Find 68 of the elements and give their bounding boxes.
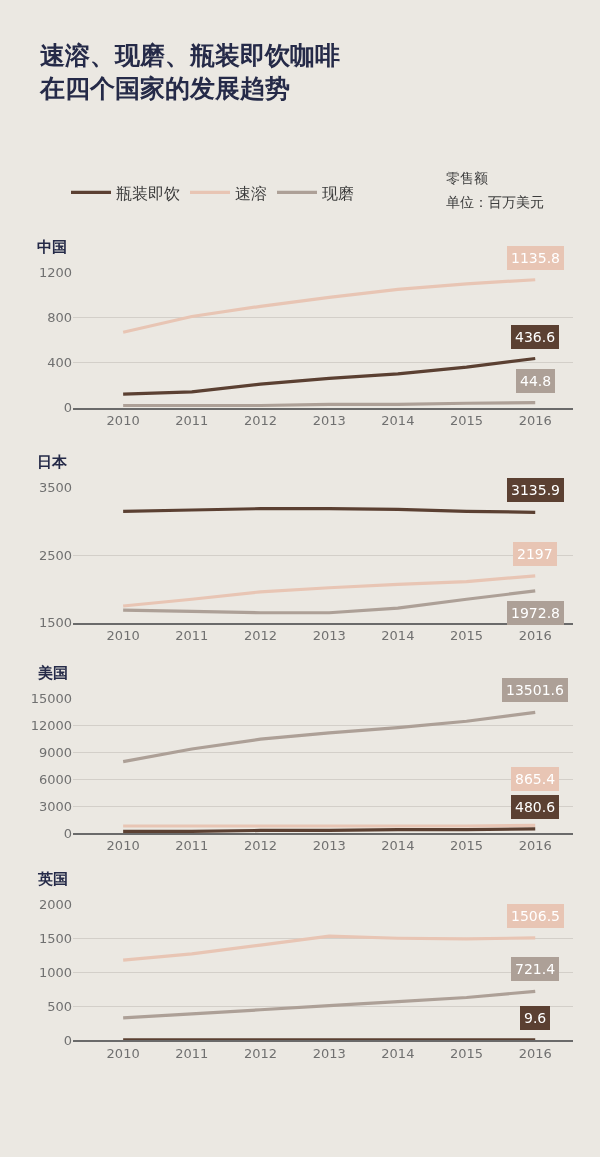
y-tick-label: 400 [47,355,72,371]
text: 零售额 [446,170,488,186]
x-tick-label: 2015 [449,1045,484,1061]
x-tick-label: 2010 [106,413,140,429]
text: 单位：百万美元 [446,194,544,210]
x-tick-label: 2016 [518,1045,552,1061]
x-tick-label: 2012 [243,413,278,429]
y-tick-label: 1500 [38,930,72,946]
x-tick-label: 2011 [175,413,209,429]
x-tick-label: 2016 [518,413,552,429]
y-tick-label: 15000 [30,691,72,707]
y-tick-label: 3000 [38,798,72,814]
x-tick-label: 2016 [518,628,552,644]
data-label: 436.6 [515,329,556,345]
chart-title: 中国 [37,238,67,256]
x-tick-label: 2012 [243,628,278,644]
x-tick-label: 2014 [381,413,415,429]
data-label: 3135.9 [511,482,560,498]
x-tick-label: 2010 [106,1045,140,1061]
x-tick-label: 2013 [312,838,346,854]
y-tick-label: 1500 [38,615,72,631]
x-tick-label: 2014 [381,628,415,644]
y-tick-label: 0 [63,825,72,841]
y-tick-label: 6000 [38,772,72,787]
y-tick-label: 9000 [38,745,72,761]
legend-label: 现磨 [322,183,354,203]
y-tick-label: 500 [47,998,72,1014]
data-label: 721.4 [515,961,556,977]
y-tick-label: 800 [47,310,72,326]
data-label: 865.4 [515,771,556,787]
data-label: 1135.8 [511,250,560,266]
data-label: 9.6 [524,1010,547,1026]
x-tick-label: 2012 [243,838,278,854]
x-tick-label: 2013 [312,413,346,429]
legend-label: 速溶 [235,183,267,203]
data-label: 13501.6 [506,682,564,698]
x-tick-label: 2011 [175,628,209,644]
data-label: 44.8 [520,373,552,389]
chart-title: 美国 [37,664,68,682]
data-label: 1506.5 [511,908,560,924]
x-tick-label: 2010 [106,628,140,644]
x-tick-label: 2015 [449,413,484,429]
data-label: 1972.8 [511,605,560,621]
chart-title: 日本 [37,453,68,471]
x-tick-label: 2012 [243,1045,278,1061]
x-tick-label: 2014 [381,1045,415,1061]
x-tick-label: 2013 [312,628,346,644]
text: 速溶、现磨、瓶装即饮咖啡在四个国家的发展趋势 [39,41,340,103]
y-tick-label: 2500 [38,547,72,563]
y-tick-label: 0 [63,1032,72,1048]
y-tick-label: 3500 [38,480,72,496]
x-tick-label: 2011 [175,1045,209,1061]
y-tick-label: 0 [63,400,72,416]
data-label: 480.6 [515,799,556,815]
y-tick-label: 2000 [38,896,72,912]
y-tick-label: 1200 [38,265,72,281]
x-tick-label: 2010 [106,838,140,854]
x-tick-label: 2013 [312,1045,346,1061]
y-tick-label: 12000 [30,718,72,734]
x-tick-label: 2014 [381,838,415,854]
x-tick-label: 2016 [518,838,552,854]
x-tick-label: 2015 [449,838,484,854]
x-tick-label: 2015 [449,628,484,644]
x-tick-label: 2011 [175,838,209,854]
legend-label: 瓶装即饮 [116,183,180,203]
y-tick-label: 1000 [38,964,72,980]
chart-title: 英国 [37,870,68,888]
data-label: 2197 [517,546,553,562]
